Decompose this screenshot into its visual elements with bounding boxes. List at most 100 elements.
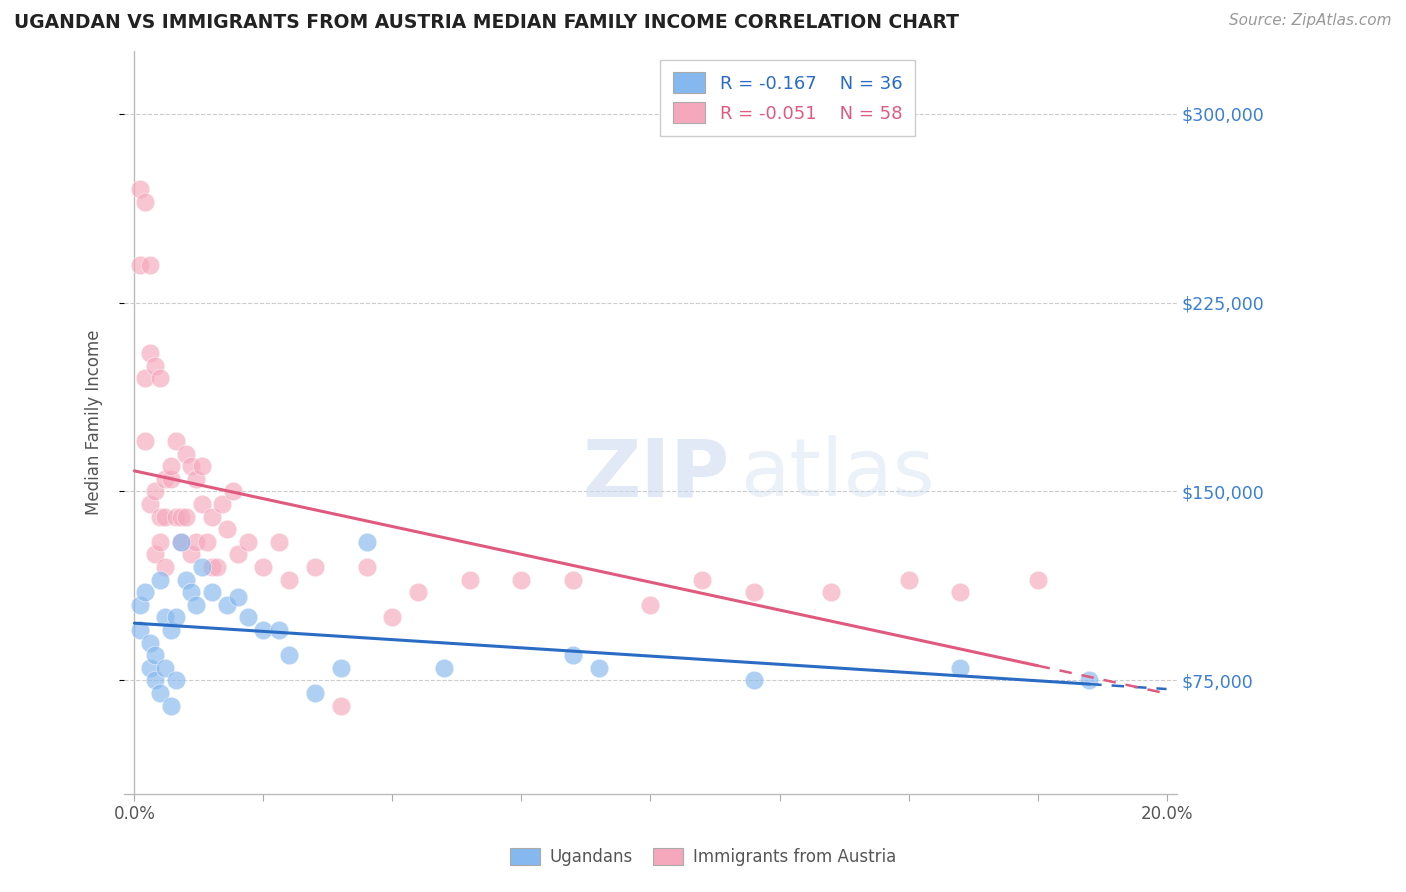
Point (201, 585, 224, 599)
Point (159, 472, 181, 486)
Point (139, 258, 162, 272)
Point (165, 673, 187, 688)
Point (267, 623, 290, 637)
Point (278, 648, 301, 662)
Point (174, 447, 197, 461)
Point (897, 573, 920, 587)
Point (139, 635, 162, 649)
Legend: R = -0.167    N = 36, R = -0.051    N = 58: R = -0.167 N = 36, R = -0.051 N = 58 (661, 60, 915, 136)
Point (134, 371, 156, 385)
Point (742, 585, 765, 599)
Point (190, 459, 212, 474)
Point (190, 560, 212, 574)
Point (304, 560, 326, 574)
Point (226, 548, 249, 562)
Point (159, 623, 181, 637)
Point (640, 598, 662, 612)
Point (143, 359, 166, 373)
Text: atlas: atlas (740, 435, 935, 513)
Point (278, 573, 301, 587)
Point (329, 661, 352, 675)
Point (252, 623, 274, 637)
Point (143, 673, 166, 688)
Point (186, 534, 208, 549)
Point (236, 610, 259, 624)
Point (159, 459, 181, 474)
Point (221, 484, 243, 499)
Point (128, 598, 150, 612)
Point (304, 686, 326, 700)
Point (159, 698, 181, 713)
Point (149, 573, 172, 587)
Point (267, 534, 290, 549)
Y-axis label: Median Family Income: Median Family Income (86, 329, 103, 515)
Point (217, 522, 239, 536)
Point (458, 573, 481, 587)
Point (128, 182, 150, 196)
Point (205, 560, 228, 574)
Point (690, 573, 713, 587)
Point (190, 497, 212, 511)
Point (211, 497, 233, 511)
Point (949, 661, 972, 675)
Point (356, 534, 378, 549)
Point (170, 534, 193, 549)
Point (252, 560, 274, 574)
Point (128, 258, 150, 272)
Point (742, 673, 765, 688)
Point (562, 573, 585, 587)
Point (949, 585, 972, 599)
Point (433, 661, 456, 675)
Point (217, 598, 239, 612)
Point (165, 610, 187, 624)
Point (356, 560, 378, 574)
Point (1078, 673, 1101, 688)
Point (155, 610, 177, 624)
Point (201, 509, 224, 524)
Point (186, 472, 208, 486)
Point (180, 585, 202, 599)
Point (201, 560, 224, 574)
Point (820, 585, 842, 599)
Point (139, 497, 162, 511)
Text: Source: ZipAtlas.com: Source: ZipAtlas.com (1229, 13, 1392, 29)
Point (174, 573, 197, 587)
Point (406, 585, 429, 599)
Point (134, 194, 156, 209)
Point (588, 661, 610, 675)
Point (174, 509, 197, 524)
Point (139, 661, 162, 675)
Point (329, 698, 352, 713)
Point (165, 434, 187, 448)
Point (149, 534, 172, 549)
Point (236, 534, 259, 549)
Text: ZIP: ZIP (582, 435, 730, 513)
Text: UGANDAN VS IMMIGRANTS FROM AUSTRIA MEDIAN FAMILY INCOME CORRELATION CHART: UGANDAN VS IMMIGRANTS FROM AUSTRIA MEDIA… (14, 13, 959, 32)
Point (170, 509, 193, 524)
Point (170, 534, 193, 549)
Point (186, 598, 208, 612)
Point (180, 548, 202, 562)
Point (510, 573, 533, 587)
Legend: Ugandans, Immigrants from Austria: Ugandans, Immigrants from Austria (502, 840, 904, 875)
Point (155, 472, 177, 486)
Point (180, 459, 202, 474)
Point (155, 509, 177, 524)
Point (149, 371, 172, 385)
Point (134, 434, 156, 448)
Point (226, 591, 249, 605)
Point (143, 484, 166, 499)
Point (143, 548, 166, 562)
Point (128, 623, 150, 637)
Point (134, 585, 156, 599)
Point (143, 648, 166, 662)
Point (139, 346, 162, 360)
Point (155, 560, 177, 574)
Point (195, 534, 218, 549)
Point (165, 509, 187, 524)
Point (155, 661, 177, 675)
Point (1026, 573, 1049, 587)
Point (149, 686, 172, 700)
Point (381, 610, 404, 624)
Point (562, 648, 585, 662)
